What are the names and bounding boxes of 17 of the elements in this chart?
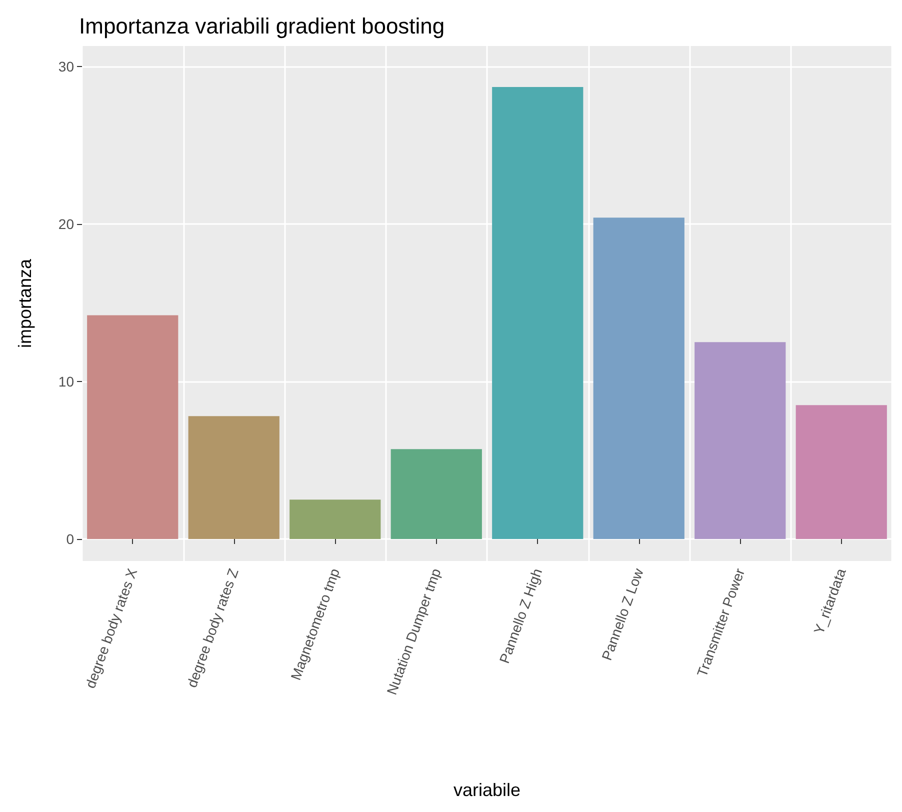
bar	[492, 86, 584, 539]
x-axis-title: variabile	[453, 780, 521, 800]
bar	[796, 405, 887, 539]
y-tick-label: 30	[58, 58, 74, 74]
bar	[593, 218, 684, 539]
bar	[694, 342, 786, 539]
chart-title: Importanza variabili gradient boosting	[79, 14, 445, 38]
bar	[390, 449, 482, 539]
x-tick-label: degree body rates Z	[184, 566, 242, 690]
y-tick-label: 0	[66, 530, 74, 547]
bar	[290, 500, 381, 539]
y-tick-label: 20	[58, 216, 74, 232]
y-axis-title: importanza	[15, 258, 35, 348]
x-tick-label: degree body rates X	[82, 566, 140, 690]
bar	[188, 416, 280, 539]
y-tick-label: 10	[58, 373, 74, 390]
bar	[87, 315, 178, 539]
